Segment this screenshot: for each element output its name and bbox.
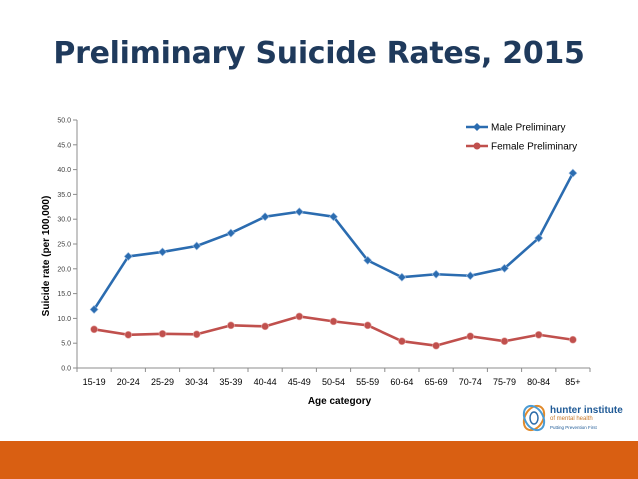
female-data-point [90,325,98,334]
x-tick-label: 15-19 [83,377,106,387]
x-tick-label: 40-44 [254,377,277,387]
x-tick-label: 30-34 [185,377,208,387]
female-data-point [192,330,201,339]
y-tick-label: 15.0 [57,291,71,298]
x-tick-label: 25-29 [151,377,174,387]
y-tick-label: 25.0 [57,242,71,249]
y-tick-label: 0.0 [61,366,71,373]
legend-female-marker [473,142,481,150]
male-data-point [500,263,509,273]
y-tick-label: 20.0 [57,266,71,273]
male-data-point [89,305,99,314]
logo-name: hunter institute [550,405,623,416]
female-data-point [363,321,372,330]
x-tick-label: 20-24 [117,377,140,387]
x-tick-label: 35-39 [219,377,242,387]
x-tick-label: 60-64 [390,377,413,387]
female-data-point [569,335,577,344]
y-tick-label: 10.0 [57,316,71,323]
logo-tagline: Putting Prevention First [550,425,597,430]
female-data-point [398,337,406,346]
y-tick-label: 50.0 [57,118,71,125]
female-data-point [500,337,509,346]
slide-title: Preliminary Suicide Rates, 2015 [53,36,585,71]
female-data-point [124,330,133,339]
male-series-line [93,172,575,311]
female-data-point [295,312,304,321]
female-data-point [466,332,475,341]
x-tick-label: 80-84 [527,377,550,387]
female-data-point [261,322,269,331]
x-tick-label: 70-74 [459,377,482,387]
x-tick-label: 75-79 [493,377,516,387]
y-tick-label: 45.0 [57,142,71,149]
y-axis-title: Suicide rate (per 100,000) [41,196,52,317]
logo-swirl-icon [522,404,546,432]
male-data-point [431,269,441,279]
male-data-point [192,241,202,251]
male-data-point [363,255,373,265]
x-tick-label: 45-49 [288,377,311,387]
male-data-point [123,251,133,261]
legend-male-label: Male Preliminary [491,123,565,134]
male-data-point [158,247,167,257]
male-data-point [465,271,475,281]
male-data-point [397,272,407,282]
logo-subtitle: of mental health [550,416,593,422]
female-data-point [432,341,440,350]
y-tick-label: 40.0 [57,167,71,174]
male-data-point [534,233,544,243]
legend-male-marker [473,123,481,131]
x-tick-label: 50-54 [322,377,345,387]
x-axis-title: Age category [308,396,372,407]
male-data-point [329,212,338,222]
legend-female-label: Female Preliminary [491,142,577,153]
male-data-point [568,168,578,178]
y-tick-label: 5.0 [61,341,71,348]
male-data-point [294,207,304,217]
male-data-point [260,212,270,222]
female-data-point [227,321,235,330]
y-tick-label: 30.0 [57,217,71,224]
female-data-point [329,317,338,326]
footer-bar [0,441,638,479]
x-tick-label: 85+ [565,377,580,387]
female-data-point [534,330,543,339]
female-data-point [158,329,167,338]
hunter-institute-logo: hunter institute of mental health Puttin… [520,400,630,436]
x-tick-label: 65-69 [425,377,448,387]
y-tick-label: 35.0 [57,192,71,199]
x-tick-label: 55-59 [356,377,379,387]
male-data-point [226,228,236,238]
